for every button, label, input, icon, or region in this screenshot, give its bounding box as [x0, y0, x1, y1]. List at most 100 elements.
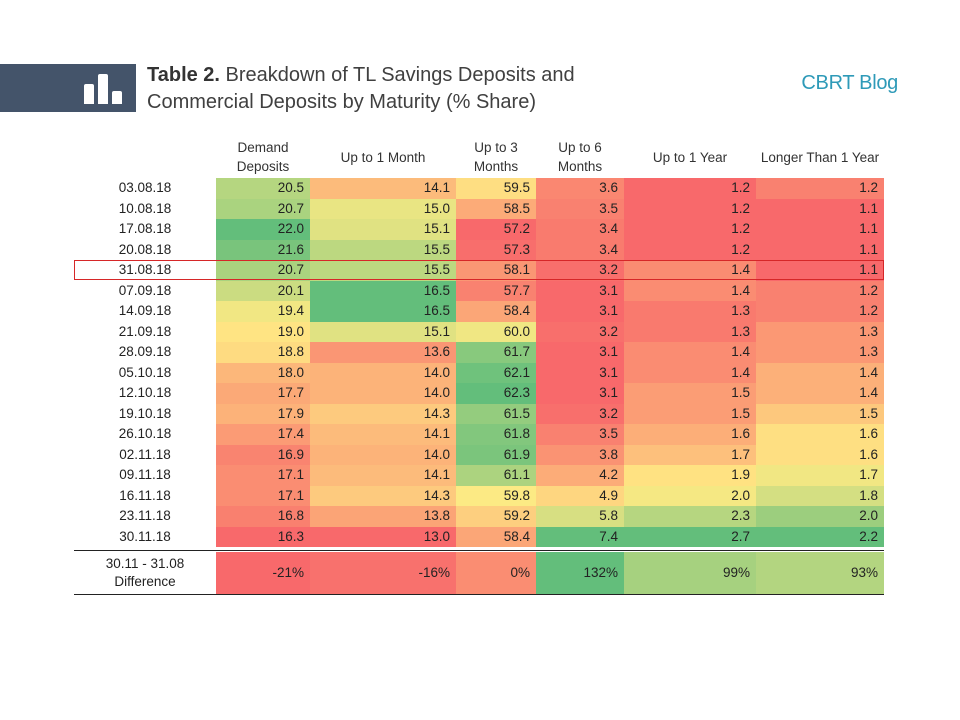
- table-cell: 3.2: [536, 260, 624, 281]
- table-cell: 16.8: [216, 506, 310, 527]
- row-date: 10.08.18: [118, 200, 172, 216]
- row-date: 17.08.18: [118, 221, 172, 236]
- table-cell: 14.0: [310, 444, 456, 465]
- table-cell: 13.6: [310, 342, 456, 363]
- column-header: Longer Than 1 Year: [760, 149, 880, 165]
- table-cell: 1.2: [756, 301, 884, 322]
- table-cell: 4.2: [536, 465, 624, 486]
- table-row: 12.10.18 17.7 14.0 62.3 3.1 1.5 1.4: [74, 383, 884, 404]
- table-cell: 13.0: [310, 526, 456, 547]
- table-cell: 1.2: [756, 178, 884, 199]
- table-row: 02.11.18 16.9 14.0 61.9 3.8 1.7 1.6: [74, 444, 884, 465]
- difference-cell: 132%: [536, 552, 624, 594]
- table-cell: 16.5: [310, 280, 456, 301]
- table-cell: 15.1: [310, 219, 456, 240]
- logo-band: [0, 64, 136, 112]
- table-row: 26.10.18 17.4 14.1 61.8 3.5 1.6 1.6: [74, 424, 884, 445]
- table-cell: 15.0: [310, 198, 456, 219]
- row-date: 23.11.18: [119, 508, 171, 523]
- table-row: 28.09.18 18.8 13.6 61.7 3.1 1.4 1.3: [74, 342, 884, 363]
- row-date: 20.08.18: [118, 241, 172, 257]
- row-date: 09.11.18: [119, 467, 171, 482]
- table-cell: 17.1: [216, 465, 310, 486]
- table-cell: 19.0: [216, 321, 310, 342]
- table-cell: 2.0: [624, 485, 756, 506]
- table-cell: 20.7: [216, 198, 310, 219]
- table-cell: 20.1: [216, 280, 310, 301]
- table-row: 03.08.18 20.5 14.1 59.5 3.6 1.2 1.2: [74, 178, 884, 199]
- table-cell: 58.5: [456, 198, 536, 219]
- table-cell: 3.1: [536, 383, 624, 404]
- table-bottom-border: [74, 594, 884, 595]
- table-cell: 20.7: [216, 260, 310, 281]
- table-cell: 3.1: [536, 301, 624, 322]
- table-cell: 1.4: [756, 362, 884, 383]
- table-cell: 1.2: [624, 219, 756, 240]
- difference-cell: 0%: [456, 552, 536, 594]
- brand-logo: CBRT Blog: [801, 72, 898, 94]
- table-row: 16.11.18 17.1 14.3 59.8 4.9 2.0 1.8: [74, 485, 884, 506]
- page-title: Table 2. Breakdown of TL Savings Deposit…: [147, 62, 667, 116]
- table-cell: 1.3: [756, 321, 884, 342]
- table-cell: 57.7: [456, 280, 536, 301]
- table-cell: 1.1: [756, 260, 884, 281]
- table-cell: 1.5: [756, 403, 884, 424]
- table-cell: 19.4: [216, 301, 310, 322]
- table-cell: 1.4: [624, 260, 756, 281]
- difference-row: 30.11 - 31.08 Difference -21% -16% 0% 132% 99…: [74, 552, 884, 594]
- row-date: 30.11.18: [119, 528, 171, 544]
- table-cell: 18.8: [216, 342, 310, 363]
- table-row: 23.11.18 16.8 13.8 59.2 5.8 2.3 2.0: [74, 506, 884, 527]
- table-cell: 1.2: [624, 239, 756, 260]
- table-cell: 1.4: [624, 362, 756, 383]
- table-cell: 1.3: [624, 301, 756, 322]
- bar-chart-icon: [82, 72, 126, 104]
- difference-cell: -16%: [310, 552, 456, 594]
- table-cell: 7.4: [536, 526, 624, 547]
- table-cell: 3.1: [536, 342, 624, 363]
- table-cell: 21.6: [216, 239, 310, 260]
- table-cell: 1.1: [756, 239, 884, 260]
- table-cell: 57.3: [456, 239, 536, 260]
- table-row: 07.09.18 20.1 16.5 57.7 3.1 1.4 1.2: [74, 280, 884, 301]
- column-header: Up to 3 Months: [473, 140, 519, 174]
- table-row: 21.09.18 19.0 15.1 60.0 3.2 1.3 1.3: [74, 321, 884, 342]
- table-row: 20.08.18 21.6 15.5 57.3 3.4 1.2 1.1: [74, 239, 884, 260]
- title-text: Breakdown of TL Savings Deposits and Com…: [147, 64, 575, 113]
- row-date: 12.10.18: [118, 385, 172, 400]
- table-cell: 2.2: [756, 526, 884, 547]
- table-cell: 16.3: [216, 526, 310, 547]
- table-cell: 14.3: [310, 403, 456, 424]
- table-cell: 17.7: [216, 383, 310, 404]
- table-cell: 1.6: [756, 424, 884, 445]
- table-cell: 16.5: [310, 301, 456, 322]
- table-cell: 15.1: [310, 321, 456, 342]
- table-cell: 3.1: [536, 280, 624, 301]
- row-date: 16.11.18: [119, 487, 171, 503]
- table-cell: 17.1: [216, 485, 310, 506]
- table-cell: 2.0: [756, 506, 884, 527]
- row-date: 31.08.18: [118, 262, 172, 277]
- table-cell: 1.2: [756, 280, 884, 301]
- table-cell: 1.5: [624, 403, 756, 424]
- table-cell: 14.0: [310, 362, 456, 383]
- column-header: Up to 6 Months: [557, 140, 603, 174]
- table-cell: 1.3: [624, 321, 756, 342]
- table-cell: 3.2: [536, 403, 624, 424]
- table-cell: 22.0: [216, 219, 310, 240]
- table-cell: 59.8: [456, 485, 536, 506]
- table-cell: 1.1: [756, 198, 884, 219]
- table-cell: 1.4: [624, 342, 756, 363]
- table-cell: 14.1: [310, 424, 456, 445]
- table-cell: 14.3: [310, 485, 456, 506]
- table-cell: 3.5: [536, 424, 624, 445]
- row-date: 19.10.18: [118, 405, 172, 421]
- difference-separator: [74, 550, 884, 551]
- table-cell: 60.0: [456, 321, 536, 342]
- difference-cell: -21%: [216, 552, 310, 594]
- title-prefix: Table 2.: [147, 64, 220, 86]
- table-cell: 57.2: [456, 219, 536, 240]
- table-row: 14.09.18 19.4 16.5 58.4 3.1 1.3 1.2: [74, 301, 884, 322]
- table-row: 30.11.18 16.3 13.0 58.4 7.4 2.7 2.2: [74, 526, 884, 547]
- table-cell: 15.5: [310, 239, 456, 260]
